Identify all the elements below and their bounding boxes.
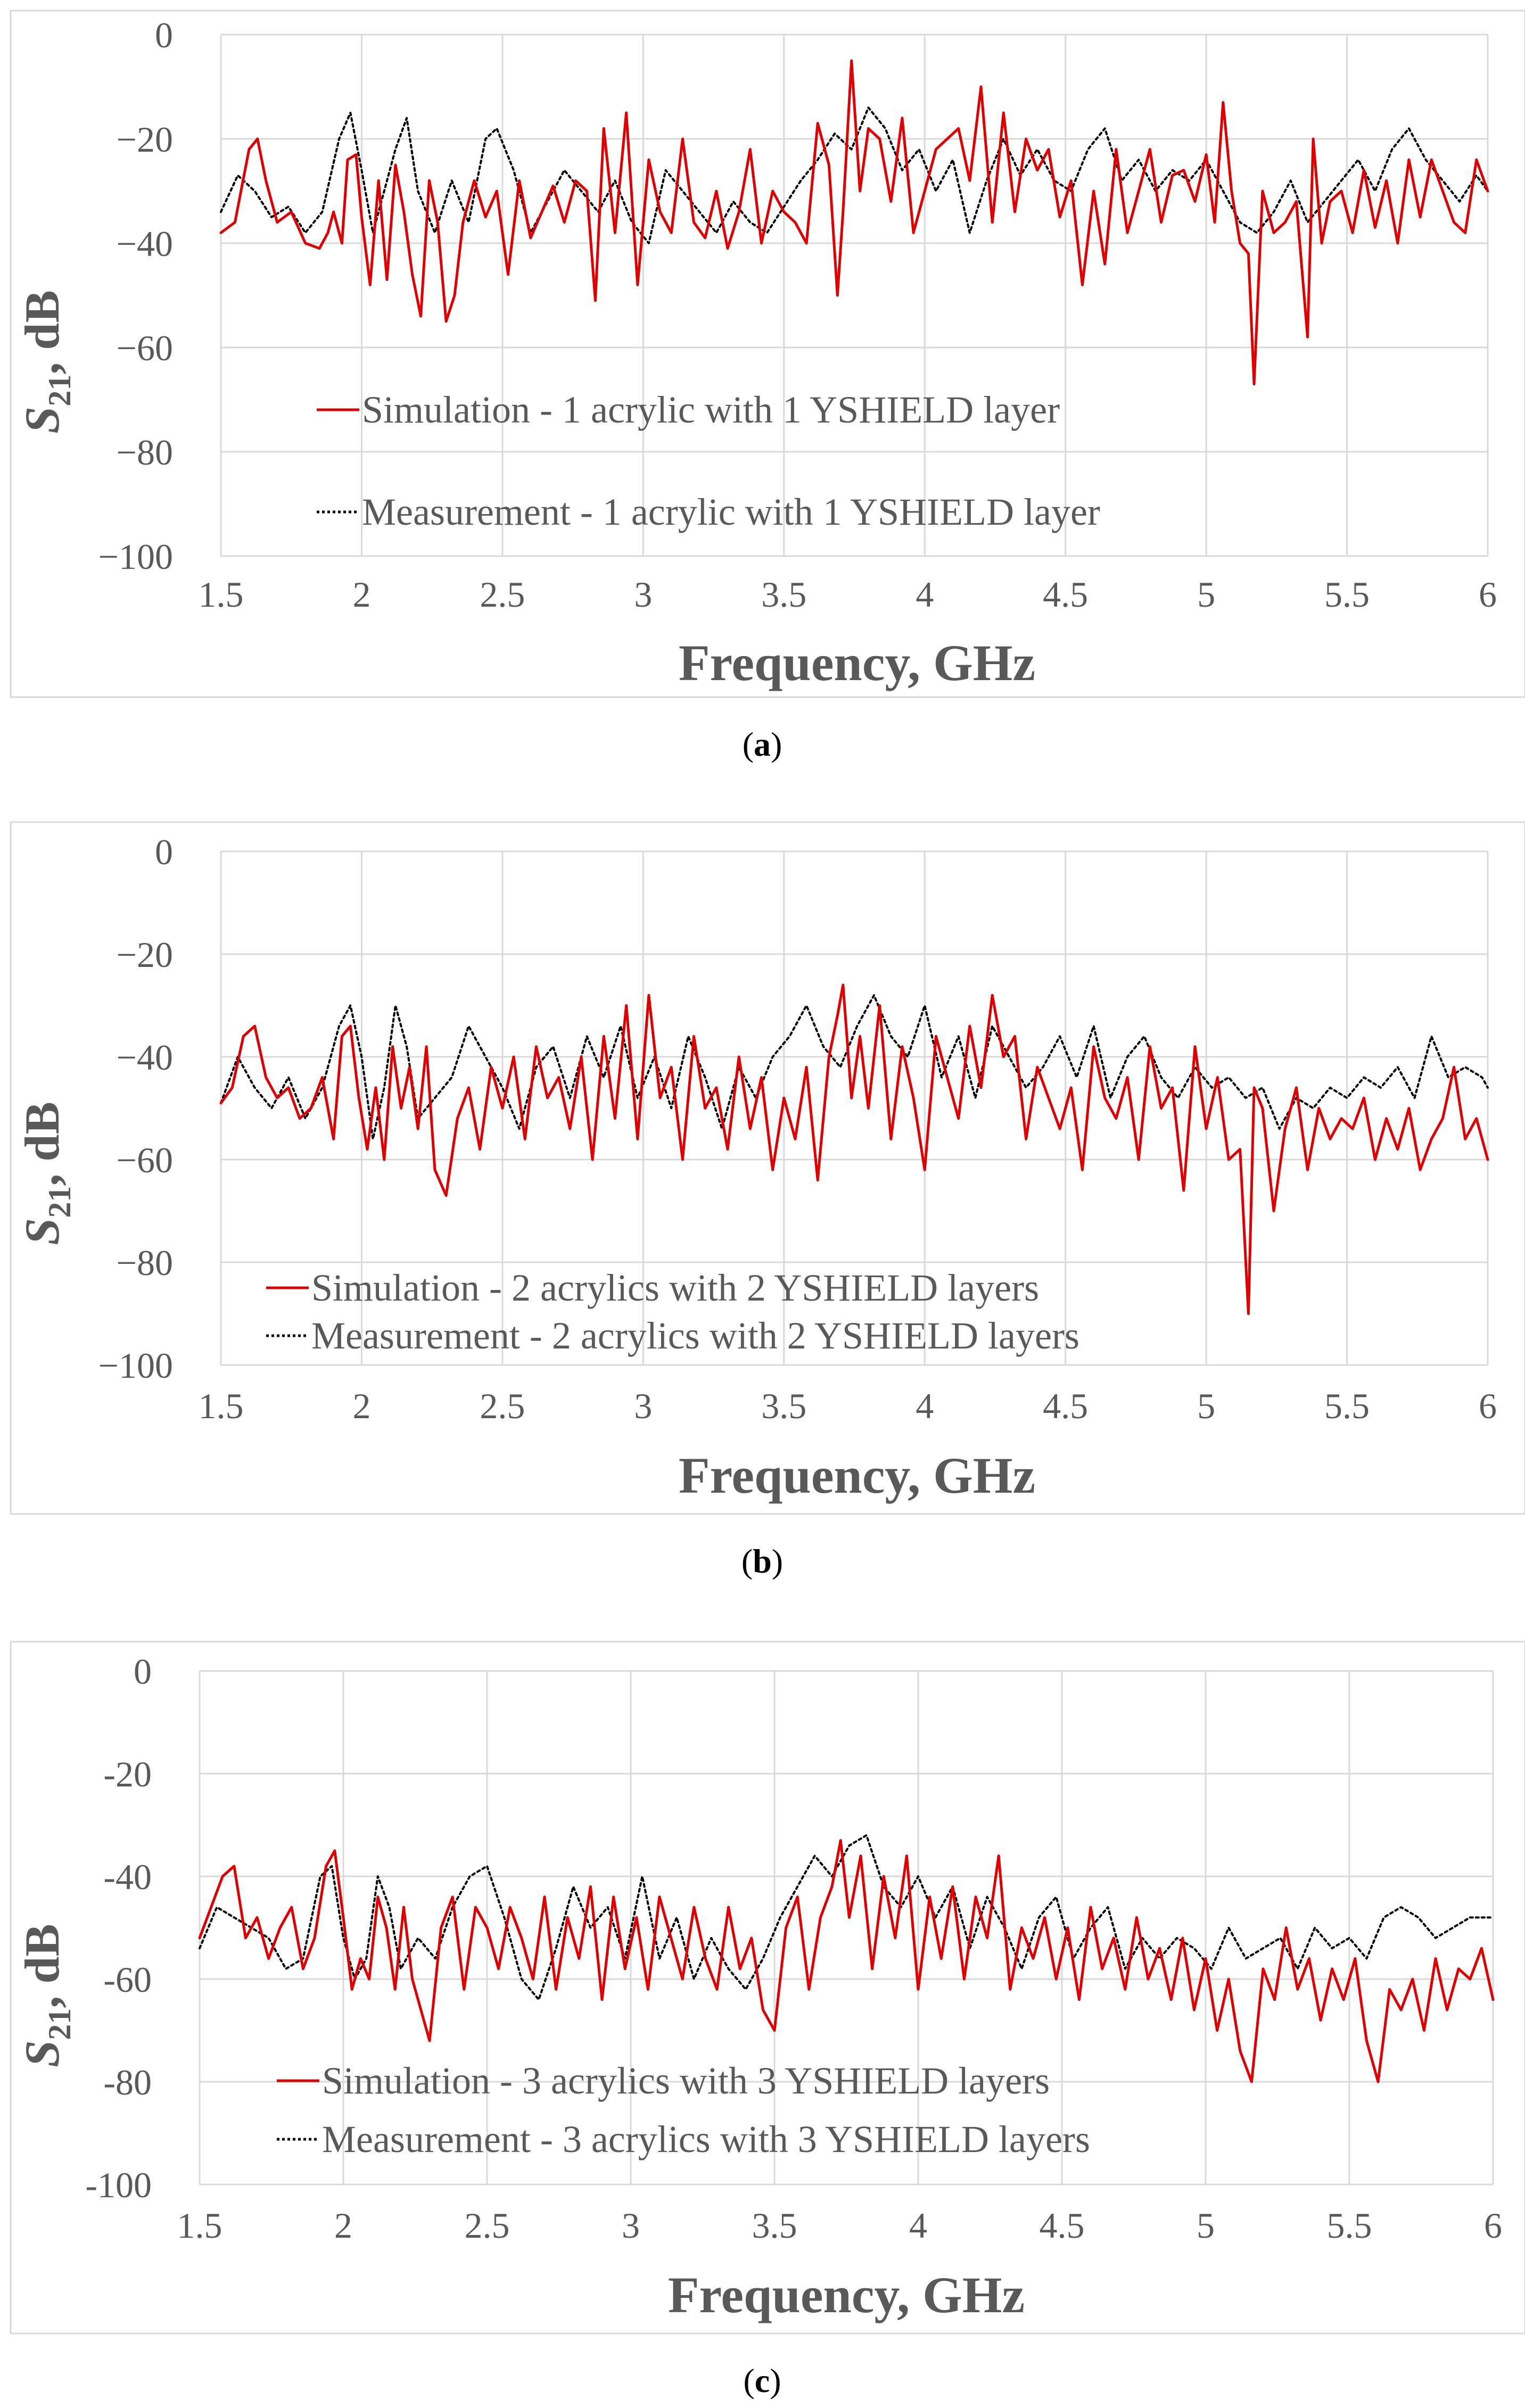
x-tick-label: 1.5 (177, 2205, 222, 2246)
legend-label-simulation-a: Simulation - 1 acrylic with 1 YSHIELD la… (362, 388, 1060, 431)
y-tick-label: 0 (155, 15, 173, 55)
x-tick-label: 5.5 (1324, 574, 1370, 615)
x-tick-label: 2 (334, 2205, 352, 2246)
y-tick-label: −100 (98, 1345, 173, 1386)
x-tick-label: 2 (352, 1386, 370, 1426)
x-tick-label: 1.5 (199, 574, 244, 615)
series-simulation-a (219, 59, 1489, 386)
plot-area-a: 1.5 2 2.5 3 3.5 4 4.5 5 5.5 6 0 −20 −40 −60 −80 −100 (98, 15, 1497, 615)
panel-b-frame (10, 821, 1525, 1515)
series-simulation-b (219, 983, 1489, 1315)
legend-label-measurement-a: Measurement - 1 acrylic with 1 YSHIELD l… (362, 491, 1100, 533)
y-axis-title-b: S21, dB (15, 1102, 77, 1245)
legend-label-simulation-c: Simulation - 3 acrylics with 3 YSHIELD l… (322, 2059, 1050, 2102)
series-measurement-b (220, 994, 1489, 1140)
series-measurement-c (199, 1834, 1494, 2001)
y-tick-label: −60 (117, 328, 173, 368)
x-tick-label: 2.5 (465, 2205, 510, 2246)
series-simulation-c (198, 1839, 1495, 2083)
y-tick-label: −20 (117, 934, 173, 975)
x-tick-label: 3 (622, 2205, 640, 2246)
x-tick-label: 2.5 (480, 574, 525, 615)
caption-b: (b) (741, 1542, 783, 1580)
y-tick-label: -100 (85, 2165, 152, 2205)
x-tick-label: 4.5 (1043, 1386, 1088, 1426)
y-tick-label: -20 (103, 1754, 152, 1794)
x-tick-label: 5 (1197, 1386, 1215, 1426)
plot-area-c: 1.5 2 2.5 3 3.5 4 4.5 5 5.5 6 0 -20 -40 -60 -80 -100 (85, 1651, 1502, 2246)
y-tick-label: −80 (117, 432, 173, 473)
x-tick-label: 3.5 (752, 2205, 797, 2246)
x-axis-title-a: Frequency, GHz (679, 634, 1035, 691)
x-tick-label: 4 (916, 1386, 934, 1426)
y-tick-label: -60 (103, 1959, 152, 2000)
x-tick-label: 4.5 (1040, 2205, 1085, 2246)
x-tick-label: 5.5 (1324, 1386, 1370, 1426)
legend-a: Simulation - 1 acrylic with 1 YSHIELD la… (317, 388, 1100, 533)
x-tick-label: 6 (1479, 1386, 1497, 1426)
caption-a: (a) (743, 725, 782, 763)
series-measurement-a (220, 106, 1489, 244)
x-tick-label: 3 (634, 1386, 652, 1426)
x-tick-label: 3.5 (761, 574, 806, 615)
x-tick-label: 4.5 (1043, 574, 1088, 615)
x-tick-label: 2 (352, 574, 370, 615)
legend-label-measurement-c: Measurement - 3 acrylics with 3 YSHIELD … (322, 2118, 1090, 2161)
y-tick-label: 0 (155, 832, 173, 872)
x-tick-label: 3 (634, 574, 652, 615)
y-tick-label: −60 (117, 1140, 173, 1180)
x-axis-title-b: Frequency, GHz (679, 1447, 1035, 1504)
y-tick-label: −20 (117, 119, 173, 160)
caption-c: (c) (743, 2362, 781, 2399)
y-axis-title-c: S21, dB (15, 1924, 77, 2067)
panel-a: 1.5 2 2.5 3 3.5 4 4.5 5 5.5 6 0 −20 −40 −60 −80 −100 S2… (10, 10, 1525, 698)
x-tick-label: 4 (916, 574, 934, 615)
x-tick-label: 5 (1197, 2205, 1215, 2246)
x-tick-label: 6 (1484, 2205, 1502, 2246)
y-tick-label: -80 (103, 2062, 152, 2103)
y-tick-label: −40 (117, 1037, 173, 1078)
legend-c: Simulation - 3 acrylics with 3 YSHIELD l… (277, 2059, 1090, 2161)
panel-b: 1.5 2 2.5 3 3.5 4 4.5 5 5.5 6 0 −20 −40 −60 −80 −100 S2… (10, 821, 1525, 1515)
x-tick-label: 1.5 (199, 1386, 244, 1426)
panel-a-frame (10, 10, 1525, 698)
y-tick-label: −80 (117, 1243, 173, 1283)
y-tick-label: 0 (134, 1651, 152, 1692)
panel-c-frame (10, 1641, 1525, 2335)
x-axis-title-c: Frequency, GHz (668, 2266, 1025, 2323)
x-tick-label: 5 (1197, 574, 1215, 615)
x-tick-label: 5.5 (1327, 2205, 1372, 2246)
legend-b: Simulation - 2 acrylics with 2 YSHIELD l… (266, 1267, 1079, 1357)
y-tick-label: −40 (117, 224, 173, 264)
x-tick-label: 6 (1479, 574, 1497, 615)
x-tick-label: 3.5 (761, 1386, 806, 1426)
plot-area-b: 1.5 2 2.5 3 3.5 4 4.5 5 5.5 6 0 −20 −40 −60 −80 −100 (98, 832, 1497, 1426)
legend-label-simulation-b: Simulation - 2 acrylics with 2 YSHIELD l… (311, 1267, 1039, 1309)
x-tick-label: 4 (909, 2205, 927, 2246)
x-tick-label: 2.5 (480, 1386, 525, 1426)
panel-c: 1.5 2 2.5 3 3.5 4 4.5 5 5.5 6 0 -20 -40 -60 -80 -100 S2… (10, 1641, 1525, 2335)
legend-label-measurement-b: Measurement - 2 acrylics with 2 YSHIELD … (311, 1314, 1079, 1357)
y-axis-title-a: S21, dB (15, 290, 77, 434)
y-tick-label: -40 (103, 1857, 152, 1897)
y-tick-label: −100 (98, 536, 173, 577)
